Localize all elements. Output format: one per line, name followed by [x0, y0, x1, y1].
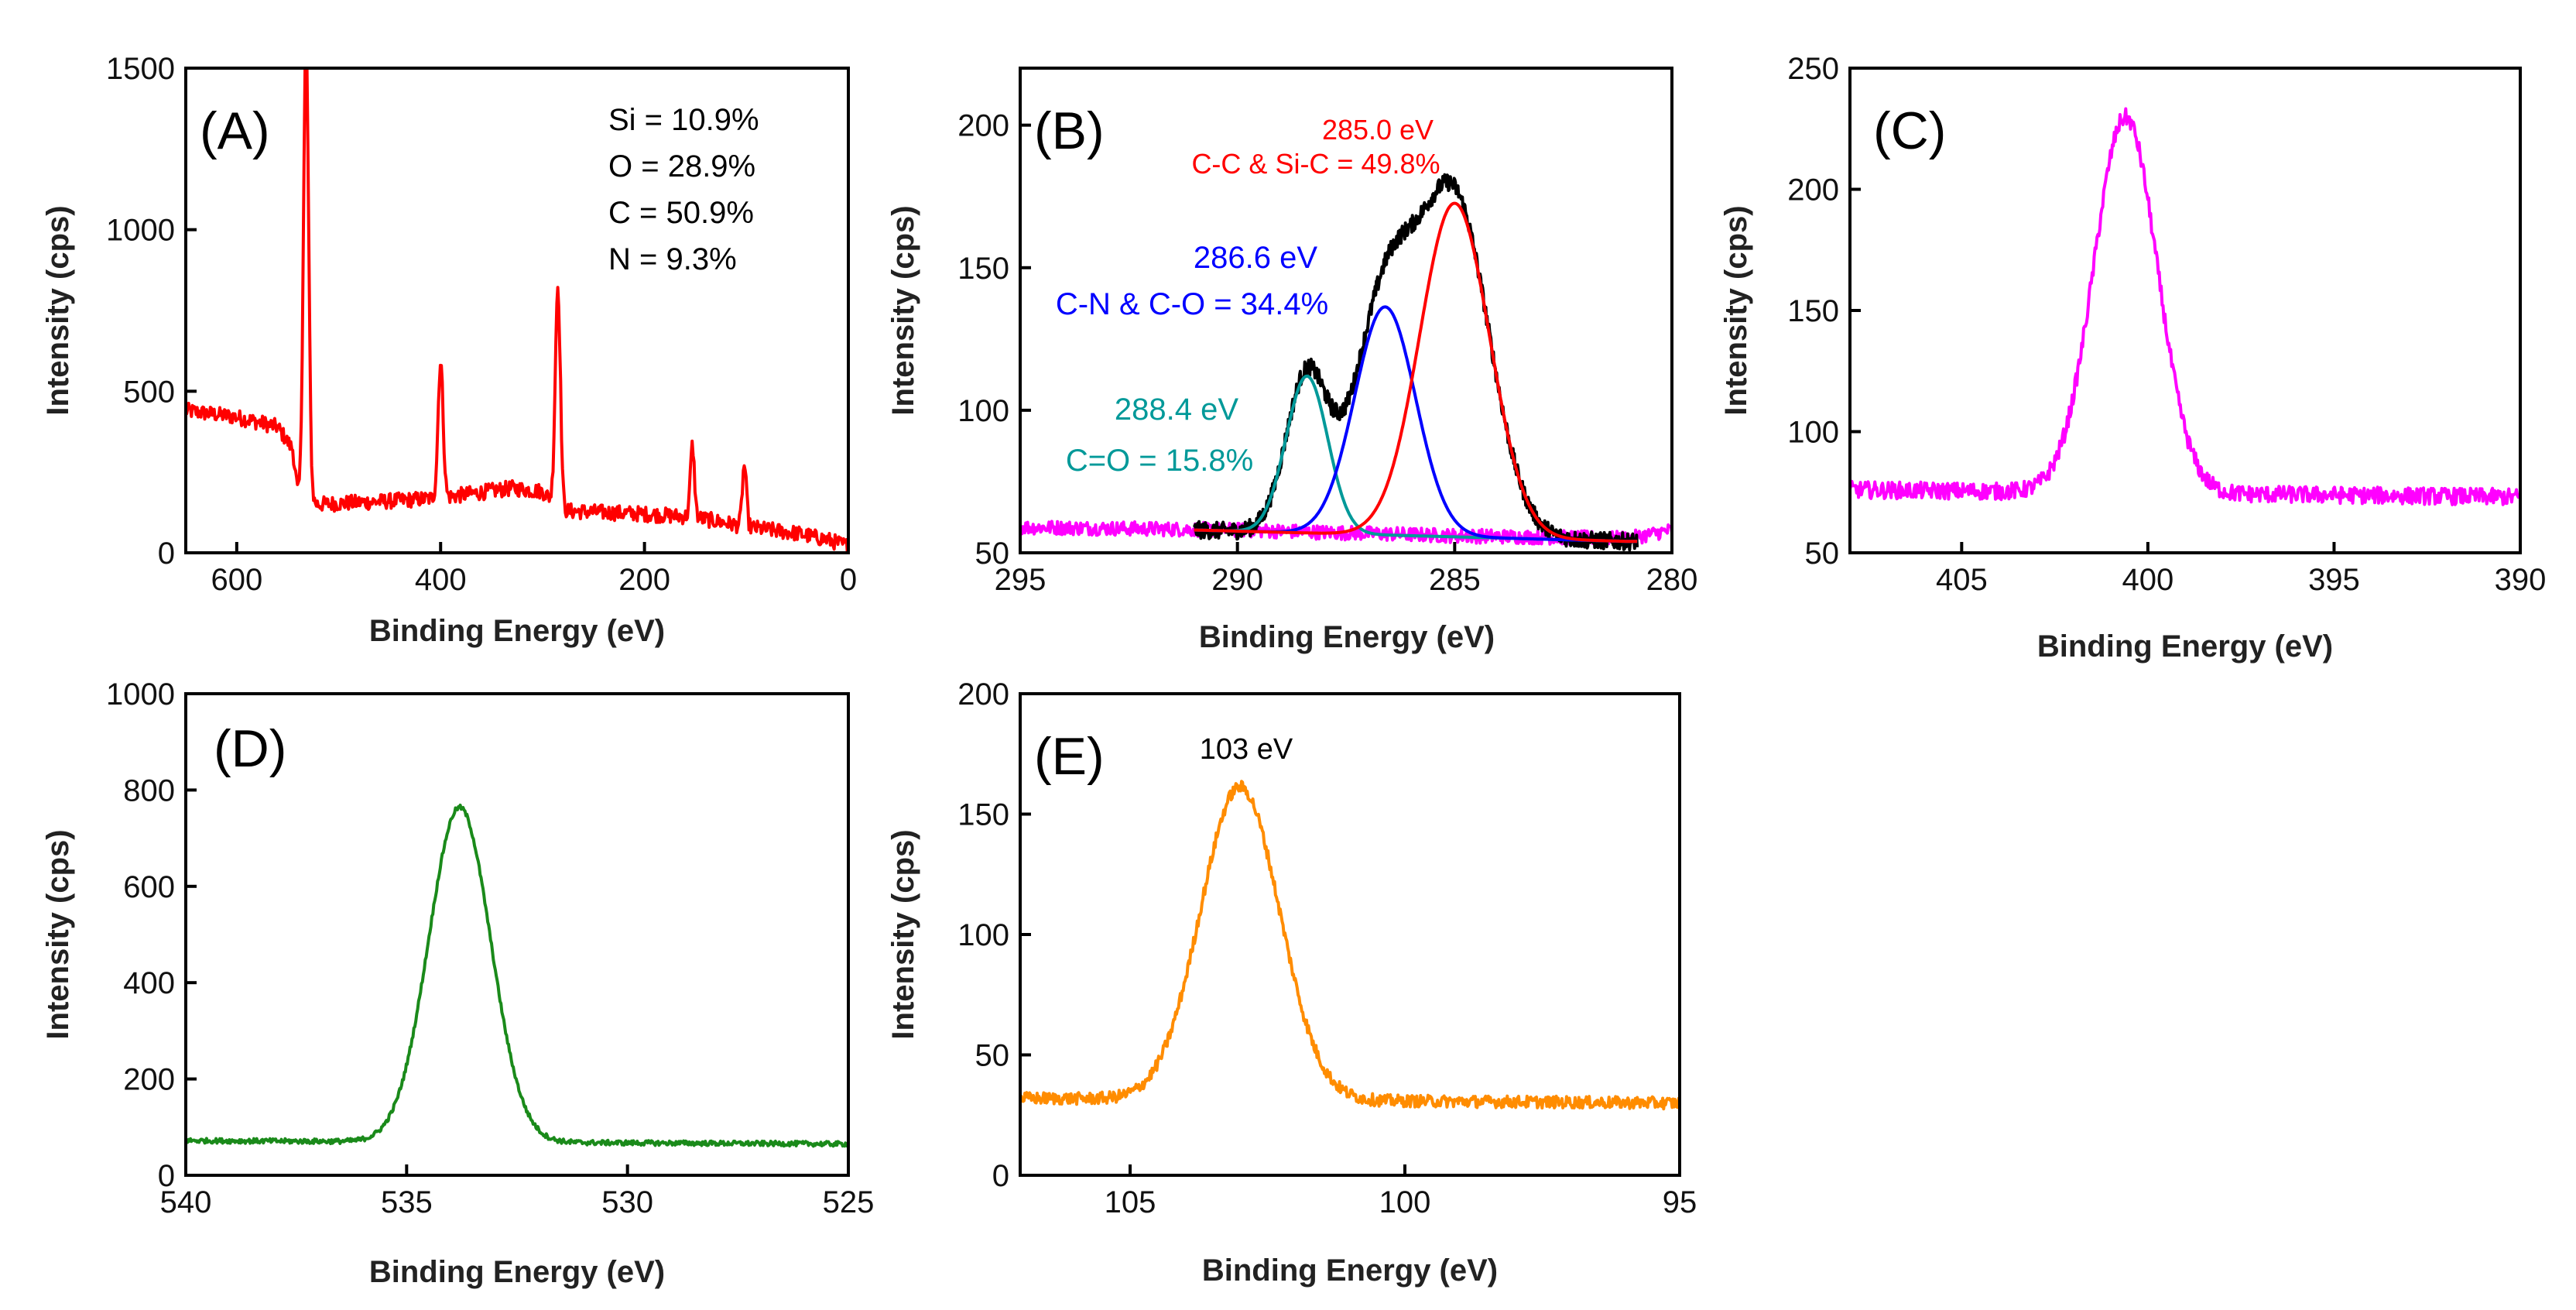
panel-e-y-tick-label: 0 [992, 1159, 1009, 1193]
panel-b-frame [1019, 67, 1673, 554]
panel-a-frame [184, 67, 850, 554]
panel-e-y-tick-label: 100 [957, 918, 1009, 952]
panel-a-y-axis-title: Intensity (cps) [41, 205, 75, 415]
panel-c-y-axis-title: Intensity (cps) [1719, 205, 1753, 415]
panel-b-y-tick-label: 100 [957, 394, 1009, 428]
panel-e-series-si-2p [1020, 780, 1680, 1111]
panel-b-cc-peak-percent: C-C & Si-C = 49.8% [1191, 148, 1440, 180]
panel-e-x-tick-label: 100 [1379, 1185, 1431, 1219]
panel-e-y-axis-title: Intensity (cps) [886, 829, 920, 1039]
panel-a: 600 400 200 0 0 500 1000 1500 (A) Binding Energ… [41, 52, 857, 648]
panel-b-series-c-n-c-o-fit [1193, 305, 1639, 544]
panel-c-series-n-1s [1850, 107, 2520, 506]
panel-d: 540 535 530 525 0 200 400 600 800 1000 (D) Bindin… [41, 677, 874, 1289]
panel-d-plot [186, 803, 848, 1148]
panel-d-ticks: 540 535 530 525 0 200 400 600 800 1000 [106, 677, 874, 1219]
panel-b: 295 290 285 280 50 100 150 200 (B) Binding Ener… [886, 67, 1697, 654]
panel-c-y-tick-label: 100 [1787, 416, 1839, 450]
panel-e-y-tick-label: 150 [957, 798, 1009, 832]
panel-a-o-percent: O = 28.9% [608, 149, 755, 183]
panel-d-series-o-1s [186, 803, 848, 1148]
panel-b-x-tick-label: 285 [1429, 563, 1481, 597]
panel-c-y-tick-label: 250 [1787, 52, 1839, 86]
panel-d-frame [184, 692, 850, 1177]
panel-e-x-axis-title: Binding Energy (eV) [1202, 1253, 1498, 1288]
panel-a-n-percent: N = 9.3% [608, 242, 737, 276]
panel-d-x-tick-label: 530 [601, 1185, 653, 1219]
panel-c-ticks: 405 400 395 390 50 100 150 200 250 [1787, 52, 2546, 597]
panel-c-label: (C) [1873, 101, 1946, 160]
panel-b-co-peak-position: 288.4 eV [1115, 393, 1238, 427]
panel-d-x-axis-title: Binding Energy (eV) [369, 1255, 665, 1289]
panel-a-x-tick-label: 200 [618, 563, 670, 597]
panel-a-y-tick-label: 500 [123, 375, 175, 409]
panel-c-y-tick-label: 150 [1787, 294, 1839, 328]
panel-c-x-tick-label: 405 [1936, 563, 1988, 597]
panel-b-label: (B) [1034, 101, 1105, 160]
panel-a-x-tick-label: 400 [415, 563, 467, 597]
panel-a-y-tick-label: 1000 [106, 214, 175, 248]
panel-a-x-axis-title: Binding Energy (eV) [369, 614, 665, 648]
panel-b-x-tick-label: 290 [1211, 563, 1263, 597]
panel-d-y-tick-label: 600 [123, 870, 175, 904]
panel-a-y-tick-label: 0 [158, 537, 175, 571]
panel-c-y-tick-label: 50 [1805, 537, 1840, 571]
panel-c-y-tick-label: 200 [1787, 173, 1839, 207]
panel-c-plot [1850, 107, 2520, 506]
panel-d-y-tick-label: 200 [123, 1063, 175, 1097]
panel-b-y-tick-label: 150 [957, 252, 1009, 286]
panel-d-label: (D) [214, 719, 286, 778]
panel-a-y-tick-label: 1500 [106, 52, 175, 86]
panel-c: 405 400 395 390 50 100 150 200 250 (C) Binding E… [1719, 52, 2546, 664]
panel-e-si-peak-position: 103 eV [1200, 733, 1293, 766]
panel-c-x-tick-label: 395 [2308, 563, 2360, 597]
panel-d-y-tick-label: 1000 [106, 677, 175, 712]
panel-b-plot [1020, 173, 1672, 552]
panel-d-x-tick-label: 540 [160, 1185, 212, 1219]
panel-b-x-axis-title: Binding Energy (eV) [1199, 620, 1495, 654]
panel-b-x-tick-label: 280 [1646, 563, 1698, 597]
panel-b-cn-peak-percent: C-N & C-O = 34.4% [1056, 287, 1328, 321]
panel-e-ticks: 105 100 95 0 50 100 150 200 [957, 677, 1697, 1219]
panel-b-y-axis-title: Intensity (cps) [886, 205, 920, 415]
panel-b-y-tick-label: 200 [957, 109, 1009, 143]
panel-e-x-tick-label: 95 [1663, 1185, 1697, 1219]
panel-a-c-percent: C = 50.9% [608, 196, 754, 230]
panel-a-label: (A) [200, 101, 270, 160]
panel-e-y-tick-label: 50 [975, 1039, 1010, 1073]
panel-b-cc-peak-position: 285.0 eV [1322, 114, 1434, 146]
panel-c-x-tick-label: 390 [2495, 563, 2547, 597]
panel-a-ticks: 600 400 200 0 0 500 1000 1500 [106, 52, 857, 597]
panel-b-x-tick-label: 295 [995, 563, 1046, 597]
panel-d-y-tick-label: 800 [123, 773, 175, 808]
panel-b-series-c-c-si-c-fit [1193, 201, 1639, 544]
panel-e: 105 100 95 0 50 100 150 200 (E) Binding Energy … [886, 677, 1697, 1288]
panel-d-x-tick-label: 525 [823, 1185, 875, 1219]
panel-e-label: (E) [1034, 727, 1105, 786]
panel-a-x-tick-label: 0 [840, 563, 857, 597]
panel-c-x-tick-label: 400 [2122, 563, 2174, 597]
panel-b-y-tick-label: 50 [975, 537, 1010, 571]
panel-c-frame [1848, 67, 2522, 554]
panel-b-ticks: 295 290 285 280 50 100 150 200 [957, 109, 1697, 597]
panel-a-plot [186, 68, 848, 553]
panel-c-x-axis-title: Binding Energy (eV) [2037, 629, 2333, 664]
panel-e-x-tick-label: 105 [1105, 1185, 1156, 1219]
panel-a-si-percent: Si = 10.9% [608, 103, 759, 137]
panel-b-cn-peak-position: 286.6 eV [1194, 241, 1317, 275]
panel-d-x-tick-label: 535 [381, 1185, 433, 1219]
panel-b-co-peak-percent: C=O = 15.8% [1066, 444, 1253, 478]
panel-e-plot [1020, 780, 1680, 1111]
panel-d-y-tick-label: 400 [123, 966, 175, 1000]
panel-a-series-survey [186, 68, 848, 553]
panel-d-y-axis-title: Intensity (cps) [41, 829, 75, 1039]
panel-e-y-tick-label: 200 [957, 677, 1009, 712]
panel-a-x-tick-label: 600 [211, 563, 262, 597]
panel-d-y-tick-label: 0 [158, 1159, 175, 1193]
